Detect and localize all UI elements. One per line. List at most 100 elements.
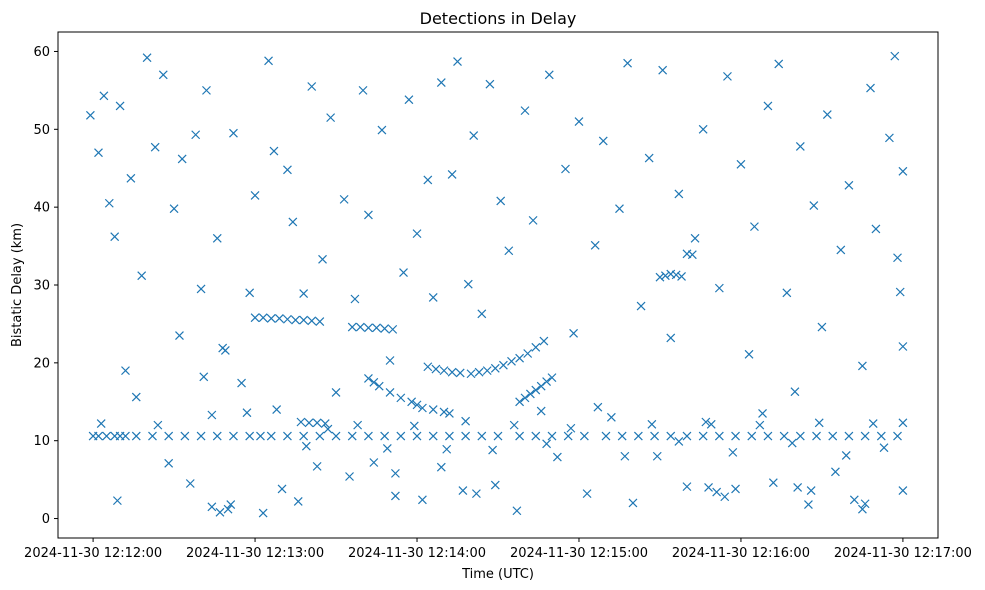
data-point (380, 324, 390, 334)
data-point (674, 189, 684, 199)
data-point (250, 313, 260, 323)
data-point (369, 377, 379, 387)
data-point (615, 204, 624, 214)
data-point (364, 323, 373, 333)
data-point (782, 288, 792, 298)
data-point (382, 444, 392, 453)
data-point (471, 489, 481, 499)
data-point (207, 502, 217, 512)
data-point (485, 79, 495, 89)
data-point (795, 431, 805, 441)
data-point (750, 222, 759, 232)
data-point (812, 431, 821, 441)
data-point (264, 56, 273, 66)
data-point (326, 113, 336, 123)
data-point (274, 314, 284, 323)
data-point (898, 418, 908, 428)
data-point (836, 245, 846, 255)
data-point (242, 408, 252, 418)
data-point (288, 217, 298, 227)
data-point (439, 366, 449, 376)
data-point (593, 402, 603, 412)
data-point (525, 389, 535, 399)
data-point (515, 353, 525, 363)
x-axis-ticks: 2024-11-30 12:12:00 2024-11-30 12:13:00 20… (24, 538, 972, 561)
data-point (112, 496, 122, 506)
data-point (628, 498, 638, 508)
data-point (579, 431, 589, 441)
y-tick-label: 20 (33, 356, 50, 371)
data-point (377, 125, 387, 135)
data-point (318, 254, 327, 264)
data-point (890, 51, 900, 61)
data-point (542, 377, 552, 386)
data-point (714, 431, 724, 441)
data-point (94, 148, 103, 158)
y-tick-label: 0 (42, 512, 50, 527)
data-point (728, 447, 738, 457)
data-point (895, 287, 905, 297)
data-point (417, 495, 427, 505)
data-point (498, 360, 508, 370)
data-point (299, 289, 309, 298)
data-points (85, 51, 908, 518)
data-point (350, 294, 360, 304)
data-point (477, 309, 487, 319)
data-point (104, 198, 114, 208)
data-point (212, 431, 222, 441)
data-point (655, 272, 665, 282)
data-point (687, 250, 697, 260)
data-point (569, 328, 579, 338)
data-point (428, 405, 438, 414)
data-point (857, 504, 867, 514)
data-point (131, 392, 141, 402)
data-point (374, 381, 384, 391)
data-point (385, 356, 395, 365)
y-tick-label: 30 (33, 279, 50, 294)
data-point (312, 461, 322, 471)
data-point (131, 431, 141, 441)
data-point (606, 412, 616, 422)
data-point (893, 431, 902, 441)
data-point (301, 441, 311, 451)
data-point (633, 431, 643, 441)
data-point (299, 315, 309, 325)
data-point (536, 406, 546, 416)
data-point (283, 165, 292, 175)
data-point (364, 373, 373, 383)
data-point (879, 443, 889, 453)
data-point (229, 431, 238, 441)
data-point (269, 146, 279, 156)
data-point (822, 110, 832, 119)
data-point (412, 431, 422, 441)
data-point (339, 194, 349, 204)
data-point (552, 452, 562, 462)
data-point (698, 124, 708, 134)
data-point (658, 65, 668, 75)
data-point (196, 431, 206, 441)
data-point (763, 431, 773, 441)
data-point (674, 437, 684, 446)
data-point (245, 288, 255, 298)
data-point (458, 486, 468, 495)
x-tick-label: 2024-11-30 12:14:00 (348, 546, 486, 561)
data-point (566, 423, 576, 433)
data-point (636, 301, 646, 311)
data-point (283, 431, 292, 441)
data-point (185, 479, 195, 488)
data-point (299, 431, 309, 441)
data-point (490, 363, 500, 373)
data-point (153, 420, 163, 430)
x-tick-label: 2024-11-30 12:13:00 (186, 546, 324, 561)
data-point (790, 387, 800, 397)
data-point (647, 419, 657, 429)
x-tick-label: 2024-11-30 12:12:00 (24, 546, 162, 561)
data-point (590, 240, 600, 250)
data-point (652, 451, 662, 461)
data-point (531, 342, 541, 352)
data-point (150, 142, 160, 152)
data-point (428, 293, 438, 302)
y-tick-label: 40 (33, 201, 50, 216)
data-point (121, 366, 130, 376)
data-point (175, 331, 184, 341)
